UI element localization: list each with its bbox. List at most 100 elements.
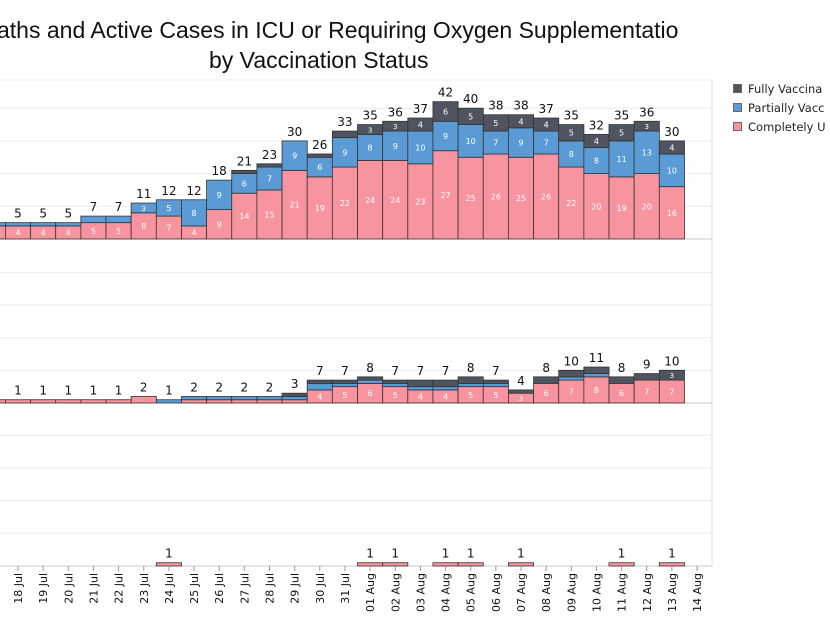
segment-label: 11 bbox=[617, 155, 627, 164]
segment-label: 4 bbox=[518, 117, 523, 126]
bar-total-label: 33 bbox=[337, 115, 352, 129]
bar-total-label: 5 bbox=[14, 207, 22, 221]
bar-segment bbox=[105, 215, 132, 224]
bar-segment bbox=[533, 153, 560, 240]
bar-segment bbox=[658, 140, 685, 155]
bar-segment bbox=[0, 399, 6, 404]
segment-label: 13 bbox=[642, 148, 652, 157]
bar-segment bbox=[658, 369, 685, 381]
bar-segment bbox=[432, 562, 459, 567]
segment-label: 4 bbox=[594, 137, 599, 146]
bar-segment bbox=[206, 209, 233, 240]
bar-total-label: 12 bbox=[186, 184, 201, 198]
bar-segment bbox=[281, 392, 308, 397]
bar-total-label: 1 bbox=[165, 547, 173, 561]
bar-segment bbox=[608, 562, 635, 567]
segment-label: 24 bbox=[365, 196, 375, 205]
bar-segment bbox=[256, 189, 283, 240]
bar-segment bbox=[482, 382, 509, 388]
bar-total-label: 38 bbox=[488, 99, 503, 113]
segment-label: 5 bbox=[91, 227, 96, 236]
bar-total-label: 8 bbox=[366, 361, 374, 375]
bar-segment bbox=[608, 176, 635, 240]
segment-label: 4 bbox=[418, 121, 423, 130]
segment-label: 9 bbox=[393, 142, 398, 151]
segment-label: 7 bbox=[544, 139, 549, 148]
bar-total-label: 1 bbox=[467, 547, 475, 561]
bar-segment bbox=[80, 399, 107, 404]
segment-label: 6 bbox=[443, 107, 448, 116]
x-tick-label: 22 Jul bbox=[113, 573, 126, 604]
segment-label: 8 bbox=[141, 222, 146, 231]
segment-label: 10 bbox=[415, 143, 425, 152]
bar-segment bbox=[558, 140, 585, 168]
bar-segment bbox=[357, 562, 384, 567]
x-tick-label: 02 Aug bbox=[389, 573, 402, 612]
bar-total-label: 9 bbox=[643, 358, 651, 372]
bar-segment bbox=[633, 120, 660, 132]
x-tick-label: 03 Aug bbox=[414, 573, 427, 612]
bar-segment bbox=[533, 376, 560, 384]
bar-segment bbox=[357, 376, 384, 381]
bar-segment bbox=[482, 379, 509, 384]
segment-label: 4 bbox=[192, 228, 197, 237]
bar-total-label: 11 bbox=[136, 187, 151, 201]
x-tick-label: 10 Aug bbox=[590, 573, 603, 612]
segment-label: 15 bbox=[264, 210, 274, 219]
bar-total-label: 32 bbox=[589, 118, 604, 132]
bar-segment bbox=[306, 153, 333, 158]
x-tick-label: 01 Aug bbox=[364, 573, 377, 612]
x-tick-label: 21 Jul bbox=[87, 573, 100, 604]
bar-total-label: 7 bbox=[417, 364, 425, 378]
x-tick-label: 31 Jul bbox=[339, 573, 352, 604]
segment-label: 4 bbox=[544, 121, 549, 130]
legend-item-unvaccinated: Completely U bbox=[733, 117, 826, 136]
x-tick-label: 12 Aug bbox=[641, 573, 654, 612]
bar-segment bbox=[281, 396, 308, 401]
bar-segment bbox=[231, 192, 258, 240]
segment-label: 9 bbox=[292, 152, 297, 161]
segment-label: 5 bbox=[468, 112, 473, 121]
bar-total-label: 30 bbox=[287, 125, 302, 139]
bar-segment bbox=[206, 399, 233, 404]
segment-label: 9 bbox=[217, 191, 222, 200]
segment-label: 6 bbox=[317, 163, 322, 172]
segment-label: 5 bbox=[342, 391, 347, 400]
bar-segment bbox=[331, 130, 358, 139]
segment-label: 22 bbox=[566, 199, 576, 208]
bar-segment bbox=[608, 376, 635, 384]
segment-label: 4 bbox=[443, 392, 448, 401]
segment-label: 21 bbox=[290, 201, 300, 210]
segment-label: 6 bbox=[619, 389, 624, 398]
segment-label: 5 bbox=[493, 391, 498, 400]
bar-segment bbox=[231, 169, 258, 175]
bar-total-label: 8 bbox=[467, 361, 475, 375]
bar-segment bbox=[507, 156, 534, 240]
segment-label: 23 bbox=[415, 197, 425, 206]
x-tick-label: 25 Jul bbox=[188, 573, 201, 604]
bar-total-label: 1 bbox=[64, 384, 72, 398]
bar-segment bbox=[457, 382, 484, 388]
bar-total-label: 8 bbox=[542, 361, 550, 375]
segment-label: 27 bbox=[440, 191, 450, 200]
bar-segment bbox=[331, 379, 358, 384]
bar-total-label: 35 bbox=[362, 109, 377, 123]
bar-segment bbox=[457, 376, 484, 384]
bar-total-label: 1 bbox=[115, 384, 123, 398]
bar-total-label: 2 bbox=[266, 380, 274, 394]
bar-segment bbox=[281, 399, 308, 404]
segment-label: 9 bbox=[342, 148, 347, 157]
bar-segment bbox=[281, 140, 308, 171]
bar-segment bbox=[583, 373, 610, 378]
bar-segment bbox=[357, 379, 384, 384]
bar-segment bbox=[331, 382, 358, 388]
chart-title-line1: aths and Active Cases in ICU or Requirin… bbox=[0, 17, 679, 43]
segment-label: 5 bbox=[116, 227, 121, 236]
legend-swatch-unvaccinated bbox=[733, 122, 742, 131]
x-tick-label: 05 Aug bbox=[465, 573, 478, 612]
x-tick-label: 08 Aug bbox=[540, 573, 553, 612]
segment-label: 8 bbox=[368, 143, 373, 152]
segment-label: 26 bbox=[491, 192, 501, 201]
segment-label: 5 bbox=[569, 129, 574, 138]
bar-segment bbox=[558, 369, 585, 378]
